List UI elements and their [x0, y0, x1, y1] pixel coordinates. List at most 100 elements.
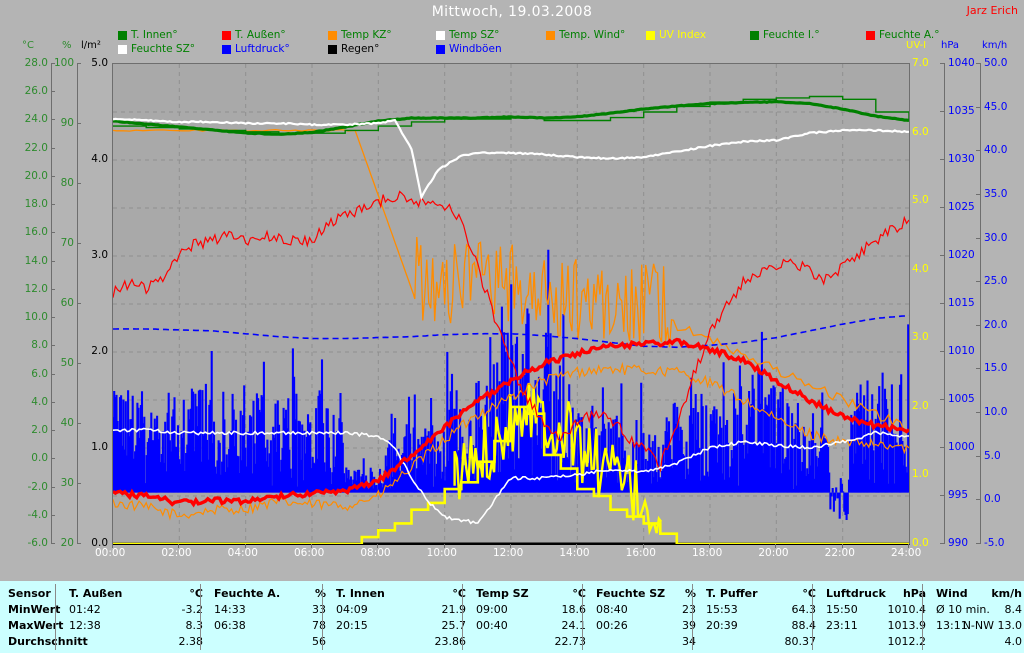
legend-item-luftdruck[interactable]: Luftdruck° [222, 44, 290, 55]
x-axis-tick [841, 544, 843, 548]
author-label: Jarz Erich [966, 4, 1018, 17]
legend-item-label: Temp KZ° [341, 29, 392, 41]
axis-label-celsius-2: 24.0 [24, 113, 48, 126]
axis-label-rain-1: 4.0 [91, 153, 108, 165]
axis-tick [51, 232, 55, 234]
table-header-name-wind: Wind [936, 587, 968, 600]
axis-tick [51, 204, 55, 206]
axis-label-celsius-7: 14.0 [24, 254, 48, 267]
axis-tick [976, 193, 980, 195]
axis-tick [940, 207, 944, 208]
legend-item-temp-kz[interactable]: Temp KZ° [328, 30, 392, 41]
x-axis-label-1400: 14:00 [559, 547, 590, 559]
legend-item-feuchte-i[interactable]: Feuchte I.° [750, 30, 820, 41]
axis-label-percent-7: 30 [60, 477, 74, 489]
axis-label-celsius-5: 18.0 [24, 198, 48, 211]
legend-item-feuchte-sz[interactable]: Feuchte SZ° [118, 44, 195, 55]
axis-label-hpa-8: 1000 [948, 441, 975, 453]
legend-item-temp-sz[interactable]: Temp SZ° [436, 30, 499, 41]
weather-chart-plot[interactable] [112, 63, 910, 545]
axis-tick [976, 150, 980, 152]
axis-label-celsius-8: 12.0 [24, 282, 48, 295]
x-axis-label-1200: 12:00 [493, 547, 524, 559]
legend-swatch-icon [118, 45, 127, 54]
legend-item-t-innen[interactable]: T. Innen° [118, 30, 178, 41]
table-avg-value-luftdruck: 1012.2 [887, 635, 927, 648]
table-min-time-t-innen: 04:09 [336, 603, 368, 616]
legend-item-uv-index[interactable]: UV Index [646, 30, 706, 41]
axis-tick [51, 345, 55, 347]
table-min-value-feuchte-sz: 23 [682, 603, 696, 616]
axis-label-kmh-8: 10.0 [984, 406, 1008, 419]
axis-label-celsius-16: -4.0 [27, 508, 49, 521]
table-max-time-t-puffer: 20:39 [706, 619, 738, 632]
table-avg-value-t-innen: 23.86 [434, 635, 467, 648]
axis-tick [976, 455, 980, 457]
legend-item-windb-en[interactable]: Windböen [436, 44, 502, 55]
legend-item-regen[interactable]: Regen° [328, 44, 379, 55]
table-min-value-luftdruck: 1010.4 [887, 603, 927, 616]
axis-label-kmh-7: 15.0 [984, 362, 1008, 375]
table-min-time-luftdruck: 15:50 [826, 603, 858, 616]
x-axis-tick [112, 544, 113, 548]
axis-label-celsius-9: 10.0 [24, 311, 48, 324]
axis-label-uvi-5: 2.0 [912, 399, 929, 412]
table-max-time-wind: 13:11 [936, 619, 968, 632]
axis-label-hpa-10: 990 [948, 537, 969, 549]
x-axis-tick [642, 544, 644, 548]
table-avg-value-t-puffer: 80.37 [784, 635, 817, 648]
axis-label-hpa-7: 1005 [948, 393, 975, 405]
table-min-value-feuchte-a: 33 [312, 603, 326, 616]
x-axis-tick [311, 544, 312, 548]
axis-label-celsius-12: 4.0 [31, 395, 48, 408]
axis-label-hpa-6: 1010 [948, 345, 975, 357]
axis-tick [51, 63, 55, 64]
table-min-time-feuchte-a: 14:33 [214, 603, 246, 616]
axis-label-hpa-3: 1025 [948, 201, 975, 213]
x-axis-label-1800: 18:00 [692, 547, 723, 559]
x-axis-label-0000: 00:00 [95, 547, 126, 559]
axis-rule-percent [77, 63, 78, 544]
axis-tick [51, 119, 55, 121]
axis-label-kmh-6: 20.0 [984, 318, 1008, 331]
table-max-value-wind: N-NW 13.0 [962, 619, 1022, 632]
table-min-time-t-puffer: 15:53 [706, 603, 738, 616]
series-uv-index-detail [453, 382, 663, 536]
x-axis-tick [510, 544, 511, 548]
legend-item-label: Feuchte I.° [763, 29, 820, 41]
axis-tick [51, 486, 55, 488]
axis-label-celsius-15: -2.0 [27, 480, 49, 493]
axis-label-uvi-2: 5.0 [912, 194, 929, 207]
table-header-name-t-puffer: T. Puffer [706, 587, 758, 600]
axis-label-celsius-6: 16.0 [24, 226, 48, 239]
table-header-name-feuchte-a: Feuchte A. [214, 587, 281, 600]
table-row-label-sensor: Sensor [8, 587, 51, 600]
legend-swatch-icon [118, 31, 127, 40]
legend-swatch-icon [646, 31, 655, 40]
table-max-time-feuchte-a: 06:38 [214, 619, 246, 632]
table-header-name-luftdruck: Luftdruck [826, 587, 886, 600]
legend-item-feuchte-a[interactable]: Feuchte A.° [866, 30, 940, 41]
table-header-unit-t-au-en: °C [189, 587, 203, 600]
axis-tick [940, 543, 944, 544]
legend-item-t-au-en[interactable]: T. Außen° [222, 30, 286, 41]
legend-swatch-icon [436, 31, 445, 40]
axis-label-kmh-5: 25.0 [984, 275, 1008, 288]
axis-label-hpa-9: 995 [948, 489, 969, 501]
x-axis-tick [709, 544, 710, 548]
axis-tick [976, 412, 980, 414]
legend-item-temp-wind[interactable]: Temp. Wind° [546, 30, 625, 41]
legend-item-label: Regen° [341, 43, 380, 55]
axis-tick [77, 123, 81, 124]
axis-tick [51, 373, 55, 375]
legend-item-label: Windböen [449, 43, 502, 55]
axis-label-percent-6: 40 [60, 417, 74, 429]
table-avg-value-feuchte-sz: 34 [682, 635, 696, 648]
axis-label-celsius-11: 6.0 [31, 367, 48, 380]
axis-label-uvi-1: 6.0 [912, 125, 929, 138]
axis-title-rain: l/m² [81, 40, 101, 51]
axis-tick [51, 430, 55, 432]
table-avg-value-t-au-en: 2.38 [178, 635, 204, 648]
x-axis-tick [576, 544, 578, 548]
x-axis-label-1600: 16:00 [625, 547, 656, 559]
